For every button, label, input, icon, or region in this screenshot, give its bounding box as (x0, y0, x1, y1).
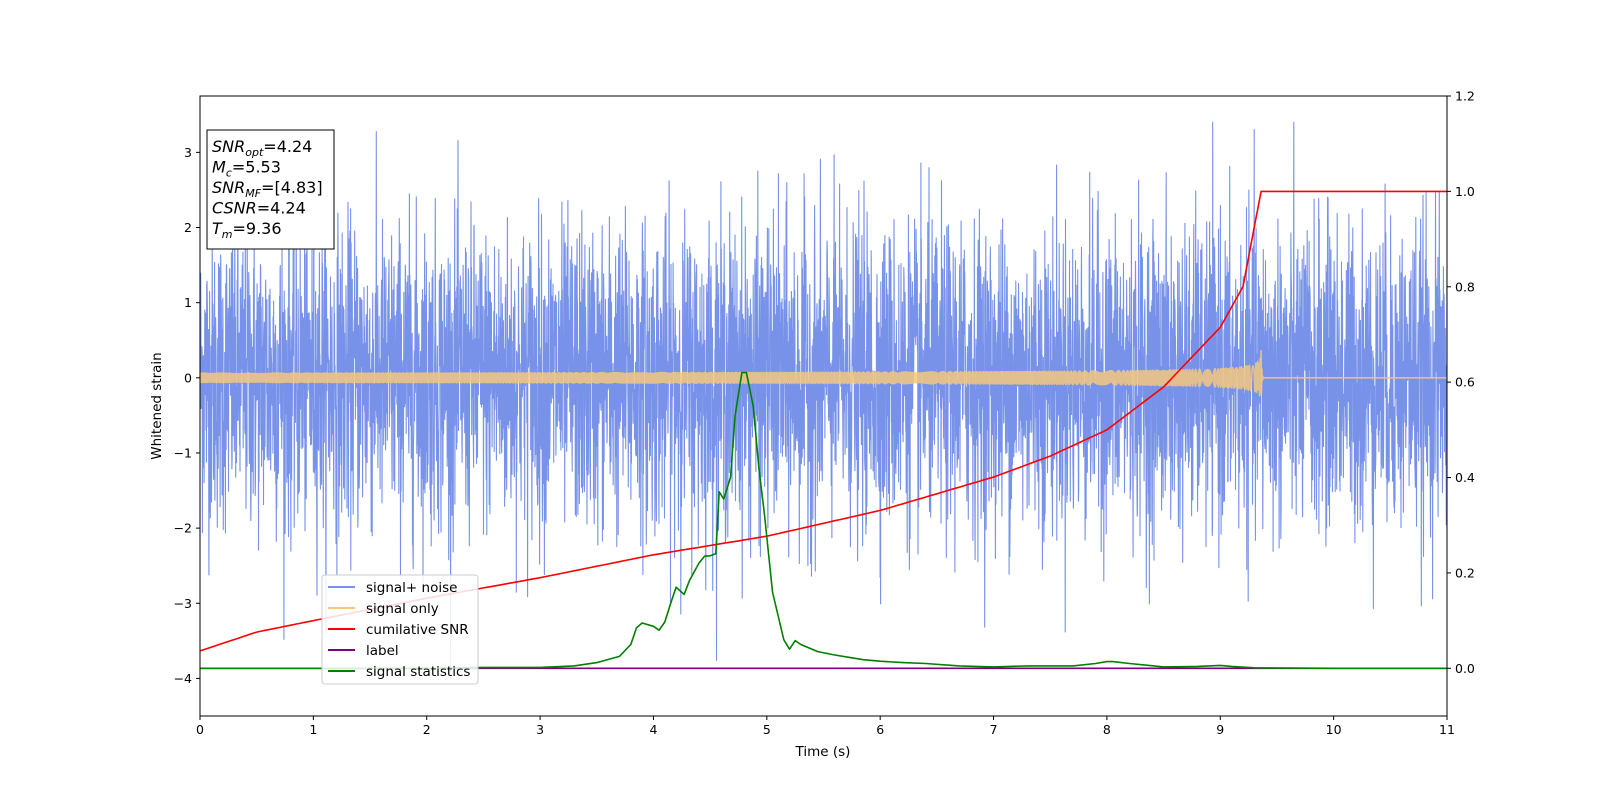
x-tick-label: 8 (1103, 722, 1111, 737)
legend-label: signal only (366, 601, 439, 617)
y-tick-label: 2 (184, 220, 192, 235)
y-tick-label: 0 (184, 370, 192, 385)
y2-tick-label: 0.4 (1455, 470, 1475, 485)
x-axis-ticks: 0 1 2 3 4 5 6 7 8 9 10 11 (196, 716, 1455, 737)
stats-annotation-box: SNRopt=4.24Mc=5.53SNRMF=[4.83]CSNR=4.24T… (206, 129, 335, 250)
x-tick-label: 1 (309, 722, 317, 737)
annotation-line: SNRopt=4.24 (212, 137, 312, 159)
y-axis-ticks: 3 2 1 0 −1 −2 −3 −4 (174, 145, 200, 686)
y-tick-label: 1 (184, 295, 192, 310)
x-tick-label: 5 (763, 722, 771, 737)
x-tick-label: 0 (196, 722, 204, 737)
legend-frame (321, 574, 479, 685)
y-tick-label: −4 (174, 671, 192, 686)
y-tick-label: −1 (174, 445, 192, 460)
x-tick-label: 4 (649, 722, 657, 737)
annotation-line: Mc=5.53 (212, 158, 281, 180)
legend-label: signal+ noise (366, 580, 457, 596)
annotation-line: SNRMF=[4.83] (212, 178, 323, 200)
y-tick-label: −3 (174, 596, 192, 611)
y2-tick-label: 0.6 (1455, 375, 1475, 390)
legend-label: signal statistics (366, 664, 470, 680)
annotation-frame (206, 129, 335, 250)
y-axis-label: Whitened strain (149, 352, 165, 459)
plot-frame (199, 95, 1448, 717)
legend-label: cumilative SNR (366, 622, 469, 638)
annotation-line: CSNR=4.24 (212, 199, 306, 218)
y2-tick-label: 0.8 (1455, 279, 1475, 294)
x-tick-label: 10 (1326, 722, 1342, 737)
series-line-signal-statistics (200, 371, 1447, 670)
series-line-signal-only (200, 349, 1447, 397)
legend-label: label (366, 643, 399, 659)
x-axis-label: Time (s) (795, 744, 851, 760)
x-tick-label: 7 (990, 722, 998, 737)
y2-tick-label: 0.0 (1455, 661, 1475, 676)
y2-tick-label: 1.0 (1455, 184, 1475, 199)
x-tick-label: 6 (876, 722, 884, 737)
y-tick-label: −2 (174, 521, 192, 536)
legend: signal+ noise signal only cumilative SNR la… (321, 574, 479, 685)
x-tick-label: 9 (1216, 722, 1224, 737)
y2-axis-ticks: 1.2 1.0 0.8 0.6 0.4 0.2 0.0 (1447, 89, 1475, 676)
y2-tick-label: 0.2 (1455, 565, 1475, 580)
x-tick-label: 3 (536, 722, 544, 737)
y-tick-label: 3 (184, 145, 192, 160)
y2-tick-label: 1.2 (1455, 89, 1475, 104)
x-tick-label: 2 (423, 722, 431, 737)
x-tick-label: 11 (1439, 722, 1455, 737)
annotation-line: Tm=9.36 (212, 219, 282, 241)
